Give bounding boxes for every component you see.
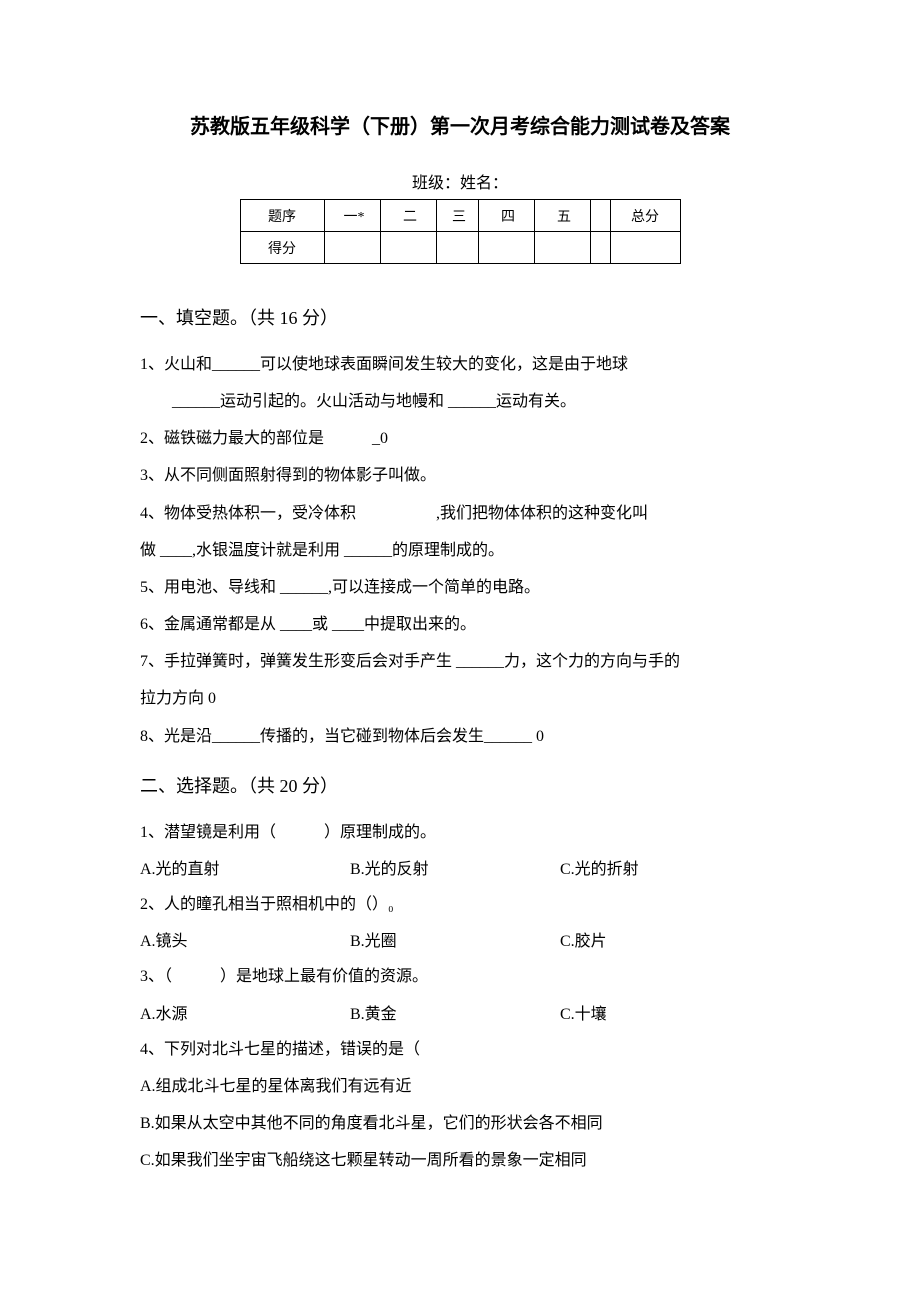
options-row: A.光的直射 B.光的反射 C.光的折射 bbox=[140, 852, 780, 887]
option-line: B.如果从太空中其他不同的角度看北斗星，它们的形状会各不相同 bbox=[140, 1106, 780, 1141]
score-cell bbox=[534, 232, 590, 264]
col-header: 四 bbox=[478, 200, 534, 232]
col-header: 三 bbox=[436, 200, 478, 232]
score-cell bbox=[380, 232, 436, 264]
col-header: 一* bbox=[324, 200, 380, 232]
question-text: 4、物体受热体积一，受冷体积 ,我们把物体体积的这种变化叫 bbox=[140, 496, 780, 531]
page-title: 苏教版五年级科学（下册）第一次月考综合能力测试卷及答案 bbox=[140, 110, 780, 139]
col-header: 二 bbox=[380, 200, 436, 232]
option-c: C.胶片 bbox=[560, 924, 780, 959]
score-cell bbox=[324, 232, 380, 264]
question-text: 6、金属通常都是从 ____或 ____中提取出来的。 bbox=[140, 607, 780, 642]
row-label: 题序 bbox=[240, 200, 324, 232]
score-table: 题序 一* 二 三 四 五 总分 得分 bbox=[240, 199, 681, 264]
question-text: 2、人的瞳孔相当于照相机中的（）₀ bbox=[140, 887, 780, 922]
option-c: C.光的折射 bbox=[560, 852, 780, 887]
class-name-line: 班级：姓名： bbox=[140, 169, 780, 193]
question-text: 2、磁铁磁力最大的部位是 _0 bbox=[140, 421, 780, 456]
question-text: 做 ____,水银温度计就是利用 ______的原理制成的。 bbox=[140, 533, 780, 568]
question-text: 1、潜望镜是利用（ ）原理制成的。 bbox=[140, 815, 780, 850]
options-row: A.镜头 B.光圈 C.胶片 bbox=[140, 924, 780, 959]
col-header: 总分 bbox=[610, 200, 680, 232]
score-cell bbox=[590, 232, 610, 264]
option-b: B.光的反射 bbox=[350, 852, 560, 887]
score-cell bbox=[610, 232, 680, 264]
question-text: 5、用电池、导线和 ______,可以连接成一个简单的电路。 bbox=[140, 570, 780, 605]
question-text: 3、（ ）是地球上最有价值的资源。 bbox=[140, 959, 780, 994]
option-c: C.十壤 bbox=[560, 997, 780, 1032]
question-text: 8、光是沿______传播的，当它碰到物体后会发生______ 0 bbox=[140, 719, 780, 754]
options-row: A.水源 B.黄金 C.十壤 bbox=[140, 997, 780, 1032]
section-2-heading: 二、选择题。（共 20 分） bbox=[140, 772, 780, 801]
question-text: 1、火山和______可以使地球表面瞬间发生较大的变化，这是由于地球 bbox=[140, 347, 780, 382]
col-header bbox=[590, 200, 610, 232]
score-cell bbox=[478, 232, 534, 264]
score-cell bbox=[436, 232, 478, 264]
option-a: A.水源 bbox=[140, 997, 350, 1032]
option-a: A.镜头 bbox=[140, 924, 350, 959]
option-line: A.组成北斗七星的星体离我们有远有近 bbox=[140, 1069, 780, 1104]
option-b: B.光圈 bbox=[350, 924, 560, 959]
col-header: 五 bbox=[534, 200, 590, 232]
option-a: A.光的直射 bbox=[140, 852, 350, 887]
row-label: 得分 bbox=[240, 232, 324, 264]
table-row: 得分 bbox=[240, 232, 680, 264]
question-text: 3、从不同侧面照射得到的物体影子叫做。 bbox=[140, 458, 780, 493]
section-1-heading: 一、填空题。（共 16 分） bbox=[140, 304, 780, 333]
table-row: 题序 一* 二 三 四 五 总分 bbox=[240, 200, 680, 232]
option-line: C.如果我们坐宇宙飞船绕这七颗星转动一周所看的景象一定相同 bbox=[140, 1143, 780, 1178]
option-b: B.黄金 bbox=[350, 997, 560, 1032]
question-text: 4、下列对北斗七星的描述，错误的是（ bbox=[140, 1032, 780, 1067]
question-text: 拉力方向 0 bbox=[140, 681, 780, 716]
question-text: ______运动引起的。火山活动与地幔和 ______运动有关。 bbox=[140, 384, 780, 419]
question-text: 7、手拉弹簧时，弹簧发生形变后会对手产生 ______力，这个力的方向与手的 bbox=[140, 644, 780, 679]
